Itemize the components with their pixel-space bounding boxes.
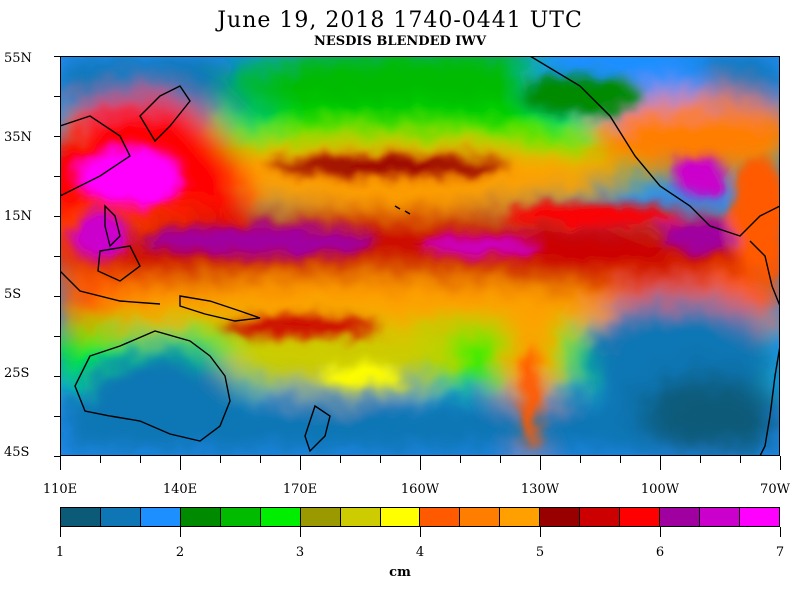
latitude-tick <box>54 216 60 217</box>
colorbar-tick <box>540 527 541 537</box>
latitude-label: 35N <box>4 129 32 145</box>
longitude-tick <box>60 456 61 470</box>
north-america-coast <box>529 56 780 237</box>
colorbar-tick <box>180 527 181 537</box>
latitude-label: 15N <box>4 208 32 224</box>
latitude-tick <box>54 256 60 257</box>
new-zealand-coast <box>304 404 331 453</box>
latitude-tick <box>54 416 60 417</box>
latitude-tick <box>54 56 60 57</box>
colorbar-label: 6 <box>655 545 665 560</box>
colorbar-swatch <box>340 508 381 526</box>
longitude-label: 170E <box>282 482 318 497</box>
longitude-tick <box>380 456 381 463</box>
borneo-coast <box>97 245 141 282</box>
sumatra-java-coast <box>60 270 161 305</box>
longitude-tick <box>620 456 621 463</box>
colorbar-swatch <box>580 508 621 526</box>
colorbar-swatch <box>420 508 461 526</box>
colorbar-swatch <box>700 508 740 526</box>
latitude-label: 25S <box>4 366 30 382</box>
longitude-tick <box>300 456 301 470</box>
colorbar-label: 4 <box>415 545 425 560</box>
colorbar-swatch <box>61 508 101 526</box>
longitude-tick <box>180 456 181 470</box>
colorbar-swatch <box>620 508 661 526</box>
coastlines <box>60 56 780 456</box>
colorbar-tick <box>300 527 301 537</box>
colorbar-swatch <box>300 508 341 526</box>
latitude-tick <box>54 136 60 137</box>
colorbar-swatch <box>180 508 221 526</box>
longitude-tick <box>700 456 701 463</box>
colorbar-swatch <box>540 508 581 526</box>
longitude-label: 130W <box>520 482 560 497</box>
longitude-tick <box>660 456 661 470</box>
colorbar-units: cm <box>389 565 411 580</box>
moisture-field <box>60 56 780 456</box>
colorbar-swatch <box>100 508 141 526</box>
colorbar-label: 1 <box>55 545 65 560</box>
colorbar-swatch <box>220 508 261 526</box>
longitude-tick <box>260 456 261 463</box>
longitude-label: 140E <box>162 482 198 497</box>
colorbar-label: 7 <box>775 545 785 560</box>
longitude-tick <box>100 456 101 463</box>
latitude-tick <box>54 376 60 377</box>
colorbar-swatch <box>460 508 501 526</box>
longitude-tick <box>460 456 461 463</box>
longitude-tick <box>340 456 341 463</box>
map-title: June 19, 2018 1740-0441 UTC <box>217 8 583 33</box>
colorbar-swatch <box>140 508 181 526</box>
colorbar-swatch <box>380 508 421 526</box>
longitude-tick <box>140 456 141 463</box>
australia-coast <box>74 330 231 442</box>
colorbar-tick <box>60 527 61 537</box>
latitude-tick <box>54 96 60 97</box>
colorbar-label: 3 <box>295 545 305 560</box>
latitude-label: 5S <box>4 287 22 303</box>
latitude-tick <box>54 336 60 337</box>
longitude-tick <box>780 456 781 470</box>
south-america-west-coast <box>759 345 780 456</box>
latitude-label: 55N <box>4 51 32 66</box>
colorbar-swatch <box>500 508 541 526</box>
colorbar <box>60 507 780 527</box>
philippines-coast <box>104 204 121 248</box>
longitude-tick <box>420 456 421 470</box>
asia-coast <box>60 115 131 197</box>
longitude-label: 100W <box>640 482 680 497</box>
colorbar-swatch <box>739 508 779 526</box>
hawaii-islands <box>394 205 411 215</box>
iwv-map <box>60 56 780 456</box>
new-guinea-coast <box>179 295 261 322</box>
map-subtitle: NESDIS BLENDED IWV <box>313 34 487 49</box>
longitude-tick <box>580 456 581 463</box>
latitude-tick <box>54 456 60 457</box>
longitude-tick <box>540 456 541 470</box>
latitude-label: 45S <box>4 445 30 460</box>
japan-coast <box>139 85 191 143</box>
longitude-tick <box>500 456 501 463</box>
colorbar-tick <box>780 527 781 537</box>
longitude-label: 110E <box>42 482 78 497</box>
colorbar-label: 2 <box>175 545 185 560</box>
colorbar-tick <box>420 527 421 537</box>
latitude-tick <box>54 176 60 177</box>
colorbar-label: 5 <box>535 545 545 560</box>
latitude-tick <box>54 296 60 297</box>
longitude-tick <box>740 456 741 463</box>
colorbar-swatch <box>260 508 301 526</box>
longitude-label: 70W <box>760 482 790 497</box>
longitude-label: 160W <box>400 482 440 497</box>
colorbar-swatch <box>660 508 700 526</box>
south-america-coast <box>749 240 780 307</box>
longitude-tick <box>220 456 221 463</box>
colorbar-tick <box>660 527 661 537</box>
